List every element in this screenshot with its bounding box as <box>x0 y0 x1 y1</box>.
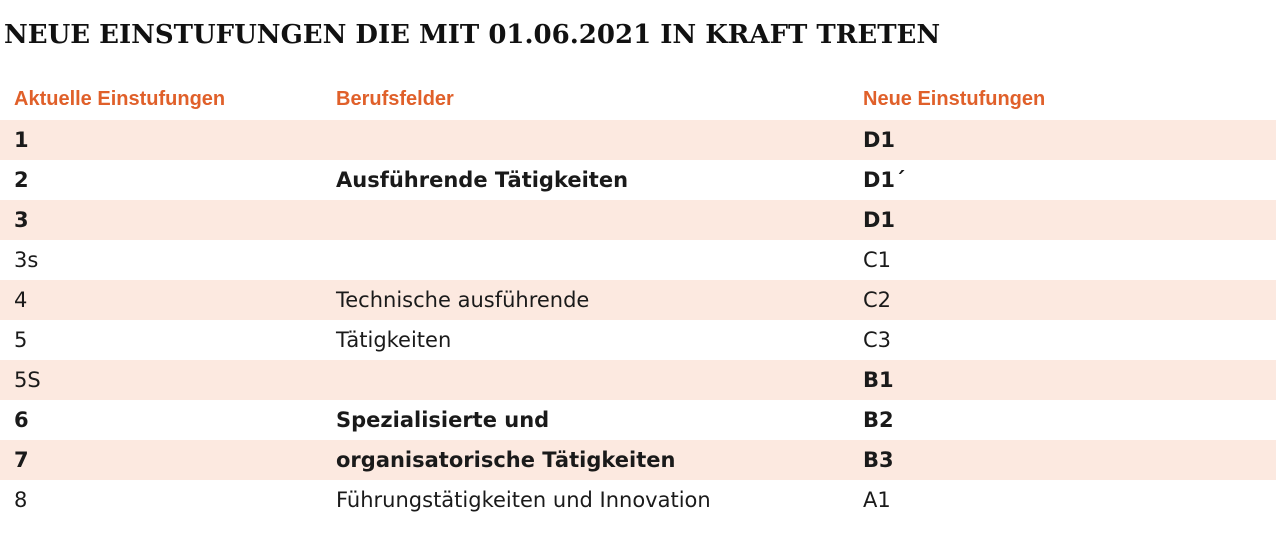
cell-berufsfeld: organisatorische Tätigkeiten <box>336 448 676 472</box>
table-row: 4 Technische ausführende C2 <box>0 280 1276 320</box>
cell-neue-einstufung: C3 <box>863 328 892 352</box>
cell-aktuelle-einstufung: 5S <box>14 368 41 392</box>
cell-berufsfeld: Tätigkeiten <box>336 328 452 352</box>
cell-neue-einstufung: B2 <box>863 408 894 432</box>
cell-neue-einstufung: D1 <box>863 208 896 232</box>
cell-aktuelle-einstufung: 4 <box>14 288 28 312</box>
header-aktuelle-einstufungen: Aktuelle Einstufungen <box>14 88 226 110</box>
table-row: 1 D1 <box>0 120 1276 160</box>
cell-aktuelle-einstufung: 6 <box>14 408 29 432</box>
page-title: NEUE EINSTUFUNGEN DIE MIT 01.06.2021 IN … <box>4 20 941 50</box>
cell-berufsfeld: Ausführende Tätigkeiten <box>336 168 629 192</box>
header-berufsfelder: Berufsfelder <box>336 88 454 110</box>
cell-neue-einstufung: C2 <box>863 288 892 312</box>
cell-aktuelle-einstufung: 3s <box>14 248 39 272</box>
cell-aktuelle-einstufung: 8 <box>14 488 28 512</box>
table-body: 1 D1 2 Ausführende Tätigkeiten D1´ 3 D1 3s C1 4 Te… <box>0 120 1276 520</box>
table-row: 6 Spezialisierte und B2 <box>0 400 1276 440</box>
cell-neue-einstufung: A1 <box>863 488 891 512</box>
cell-aktuelle-einstufung: 1 <box>14 128 29 152</box>
cell-aktuelle-einstufung: 2 <box>14 168 29 192</box>
table-row: 3 D1 <box>0 200 1276 240</box>
header-neue-einstufungen: Neue Einstufungen <box>863 88 1046 110</box>
table-row: 5S B1 <box>0 360 1276 400</box>
table-row: 8 Führungstätigkeiten und Innovation A1 <box>0 480 1276 520</box>
cell-aktuelle-einstufung: 3 <box>14 208 29 232</box>
cell-berufsfeld: Technische ausführende <box>336 288 590 312</box>
cell-berufsfeld: Führungstätigkeiten und Innovation <box>336 488 711 512</box>
cell-neue-einstufung: D1´ <box>863 168 906 192</box>
table-row: 7 organisatorische Tätigkeiten B3 <box>0 440 1276 480</box>
cell-aktuelle-einstufung: 7 <box>14 448 29 472</box>
cell-aktuelle-einstufung: 5 <box>14 328 28 352</box>
cell-neue-einstufung: B1 <box>863 368 894 392</box>
table-row: 5 Tätigkeiten C3 <box>0 320 1276 360</box>
table-row: 3s C1 <box>0 240 1276 280</box>
cell-neue-einstufung: D1 <box>863 128 896 152</box>
table-row: 2 Ausführende Tätigkeiten D1´ <box>0 160 1276 200</box>
cell-berufsfeld: Spezialisierte und <box>336 408 550 432</box>
cell-neue-einstufung: B3 <box>863 448 894 472</box>
cell-neue-einstufung: C1 <box>863 248 892 272</box>
table-header: Aktuelle Einstufungen Berufsfelder Neue … <box>0 80 1276 120</box>
